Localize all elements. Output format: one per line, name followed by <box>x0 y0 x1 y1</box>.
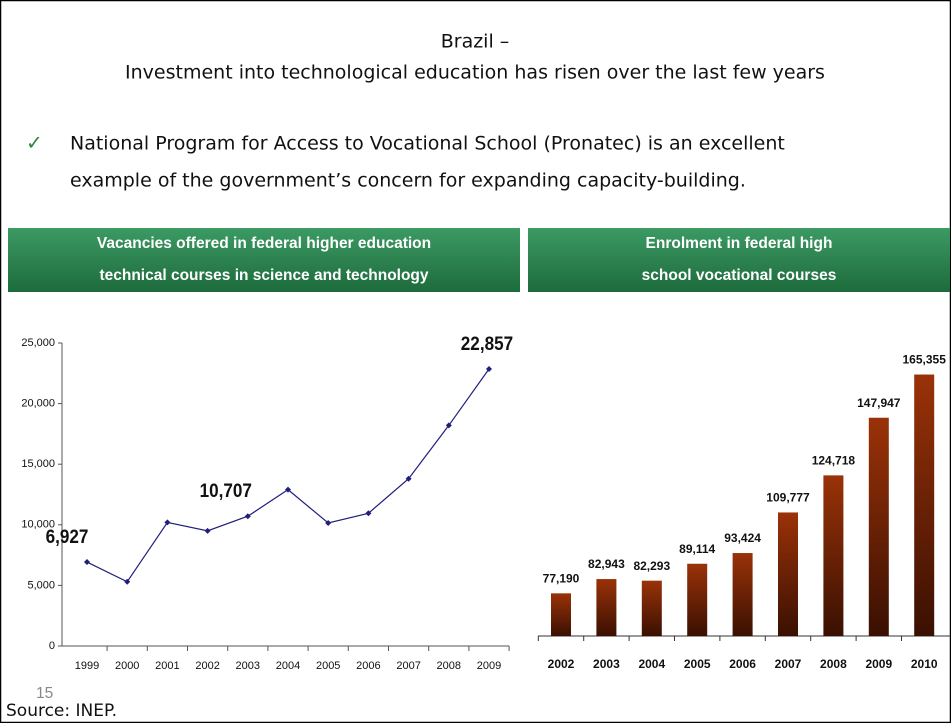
y-tick-label: 10,000 <box>21 519 55 531</box>
point <box>204 527 211 534</box>
bullet-line: National Program for Access to Vocationa… <box>70 133 785 155</box>
point <box>285 486 291 493</box>
point <box>365 510 372 517</box>
data-label: 124,718 <box>812 454 856 468</box>
data-label: 109,777 <box>766 491 810 505</box>
bar <box>778 512 798 636</box>
x-tick-label: 2009 <box>865 657 892 671</box>
x-tick-label: 2006 <box>356 660 380 672</box>
y-tick-label: 5,000 <box>27 579 55 591</box>
x-tick-label: 2004 <box>638 657 665 671</box>
data-label: 22,857 <box>461 333 513 354</box>
data-label: 10,707 <box>200 480 252 501</box>
point <box>486 365 492 372</box>
chart-title: Enrolment in federal high school vocation… <box>642 235 837 284</box>
bullet-line: example of the government’s concern for … <box>70 170 746 192</box>
x-tick-label: 2006 <box>729 657 756 671</box>
x-tick-label: 2008 <box>437 660 461 672</box>
x-tick-label: 2005 <box>316 660 340 672</box>
line <box>86 368 490 583</box>
x-tick-label: 2002 <box>195 660 219 672</box>
x-tick-label: 2001 <box>155 660 179 672</box>
data-label: 93,424 <box>724 531 761 545</box>
point <box>445 422 452 429</box>
title-line: Brazil – <box>441 31 510 53</box>
point <box>84 559 90 566</box>
bar <box>551 593 571 636</box>
x-tick-label: 2009 <box>477 660 501 672</box>
x-tick-label: 2007 <box>396 660 420 672</box>
point <box>124 578 131 585</box>
bar <box>868 417 889 636</box>
point <box>244 513 251 520</box>
bar <box>596 579 617 636</box>
data-label: 147,947 <box>857 396 901 410</box>
bar <box>732 553 753 636</box>
point <box>405 475 412 482</box>
y-tick-label: 15,000 <box>21 458 55 470</box>
data-label: 6,927 <box>46 526 89 547</box>
data-label: 77,190 <box>543 572 580 586</box>
x-tick-label: 2002 <box>548 657 575 671</box>
x-tick-label: 2008 <box>820 657 847 671</box>
x-tick-label: 2000 <box>115 660 139 672</box>
x-tick-label: 2003 <box>236 660 260 672</box>
chart-title: Vacancies offered in federal higher educ… <box>97 235 431 284</box>
data-label: 89,114 <box>679 542 715 556</box>
bar <box>914 374 935 636</box>
data-label: 82,943 <box>588 557 625 571</box>
y-tick-label: 0 <box>49 640 55 652</box>
title-line: Investment into technological education … <box>125 62 825 84</box>
chart-header <box>528 228 950 292</box>
source: Source: INEP. <box>6 701 117 721</box>
x-tick-label: 1999 <box>75 660 99 672</box>
y-tick-label: 20,000 <box>21 398 55 410</box>
page-number: 15 <box>36 685 53 702</box>
x-tick-label: 2003 <box>593 657 620 671</box>
check-icon: ✓ <box>26 131 43 155</box>
bar <box>641 580 662 636</box>
bar <box>687 563 708 636</box>
x-tick-label: 2010 <box>911 657 938 671</box>
x-tick-label: 2005 <box>684 657 711 671</box>
y-tick-label: 25,000 <box>21 337 55 349</box>
chart-header <box>8 228 520 292</box>
point <box>325 519 332 526</box>
data-label: 165,355 <box>903 353 947 367</box>
bar <box>823 475 844 636</box>
point <box>164 519 171 526</box>
x-tick-label: 2007 <box>775 657 802 671</box>
data-label: 82,293 <box>633 559 670 573</box>
x-tick-label: 2004 <box>276 660 300 672</box>
